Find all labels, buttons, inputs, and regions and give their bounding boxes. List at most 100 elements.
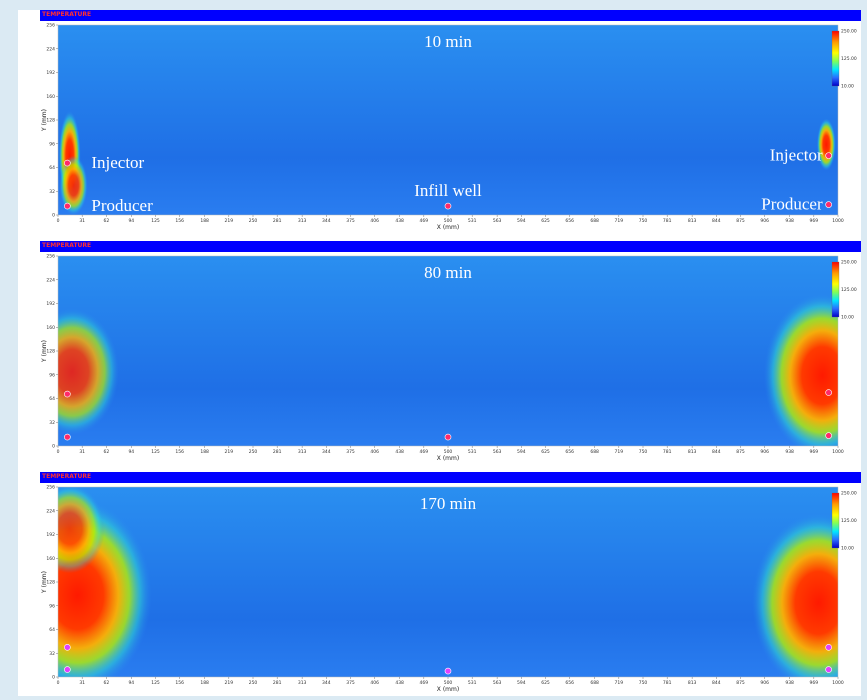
colorbar [831, 492, 840, 549]
y-tick-label: 224 [46, 46, 55, 52]
x-tick-label: 250 [249, 680, 258, 686]
well-marker [825, 201, 832, 208]
x-tick-label: 781 [663, 449, 672, 455]
x-tick-label: 94 [128, 218, 134, 224]
colorbar [831, 261, 840, 318]
hot-zone [763, 293, 838, 446]
well-label: Injector [770, 146, 823, 165]
x-axis-label: X (mm) [437, 455, 459, 462]
heatmap-background [58, 487, 838, 677]
x-tick-label: 62 [103, 680, 109, 686]
y-tick-label: 256 [46, 485, 55, 491]
x-tick-label: 438 [395, 218, 404, 224]
y-tick-label: 64 [49, 396, 55, 402]
well-marker [825, 389, 832, 396]
panel-title-bar: TEMPERATURE [40, 241, 861, 252]
hot-zone [58, 308, 119, 435]
y-tick-label: 32 [49, 651, 55, 657]
temperature-panel-10min: TEMPERATURE 0 31 62 94 125 156 188 219 250 281 313… [40, 10, 861, 240]
x-tick-label: 188 [200, 449, 209, 455]
x-tick-label: 938 [785, 218, 794, 224]
figure-frame: TEMPERATURE 0 31 62 94 125 156 188 219 250 281 313… [18, 10, 861, 696]
colorbar-label: 250.00 [841, 491, 857, 497]
x-tick-label: 125 [151, 449, 160, 455]
hot-zone [58, 487, 105, 574]
x-tick-label: 344 [322, 449, 331, 455]
heatmap-chart: 0 31 62 94 125 156 188 219 250 281 313 344 375 406 438… [41, 485, 857, 694]
x-tick-label: 469 [420, 218, 429, 224]
well-label: Producer [91, 196, 153, 215]
x-tick-label: 750 [639, 218, 648, 224]
y-tick-label: 160 [46, 325, 55, 331]
y-tick-label: 96 [49, 141, 55, 147]
well-marker [64, 159, 71, 167]
x-tick-label: 31 [79, 680, 85, 686]
heatmap-background [58, 25, 838, 215]
heatmap-chart: 0 31 62 94 125 156 188 219 250 281 313 344 375 406 438… [41, 254, 857, 463]
x-tick-label: 531 [468, 449, 477, 455]
x-tick-label: 250 [249, 218, 258, 224]
colorbar-label: 10.00 [841, 315, 854, 321]
x-tick-label: 313 [298, 218, 307, 224]
panel-title-bar: TEMPERATURE [40, 10, 861, 21]
panel-title: TEMPERATURE [42, 11, 92, 18]
x-tick-label: 656 [565, 449, 574, 455]
x-tick-label: 406 [370, 449, 379, 455]
hot-zones [58, 293, 838, 446]
y-tick-label: 160 [46, 556, 55, 562]
y-tick-label: 0 [52, 213, 55, 219]
colorbar-label: 250.00 [841, 260, 857, 266]
y-tick-label: 96 [49, 372, 55, 378]
well-marker [825, 666, 832, 673]
panel-title: TEMPERATURE [42, 473, 92, 480]
well-marker [64, 390, 71, 398]
y-tick-label: 160 [46, 94, 55, 100]
time-label: 10 min [424, 32, 472, 51]
x-tick-label: 438 [395, 680, 404, 686]
hot-zone [752, 513, 838, 677]
y-tick-label: 0 [52, 444, 55, 450]
x-tick-label: 500 [444, 680, 453, 686]
x-tick-label: 719 [615, 218, 624, 224]
x-tick-label: 594 [517, 218, 526, 224]
x-tick-label: 1000 [832, 218, 844, 224]
colorbar-label: 10.00 [841, 546, 854, 552]
x-tick-label: 500 [444, 218, 453, 224]
y-tick-label: 128 [46, 118, 55, 124]
x-tick-label: 875 [736, 449, 745, 455]
x-tick-label: 219 [225, 449, 234, 455]
y-tick-label: 192 [46, 301, 55, 307]
x-tick-label: 313 [298, 680, 307, 686]
x-tick-label: 969 [810, 680, 819, 686]
x-tick-label: 94 [128, 680, 134, 686]
y-axis-label: Y (mm) [41, 340, 48, 363]
heatmap-chart: 0 31 62 94 125 156 188 219 250 281 313 344 375 406 438… [41, 23, 857, 232]
x-tick-label: 344 [322, 680, 331, 686]
well-marker [64, 666, 71, 673]
y-tick-label: 256 [46, 254, 55, 260]
well-marker [64, 433, 71, 441]
x-tick-label: 438 [395, 449, 404, 455]
x-tick-label: 188 [200, 680, 209, 686]
x-tick-label: 781 [663, 680, 672, 686]
time-label: 80 min [424, 263, 472, 282]
y-tick-label: 192 [46, 70, 55, 76]
temperature-panel-80min: TEMPERATURE 0 31 62 94 125 156 188 219 250 281 313… [40, 241, 861, 471]
x-tick-label: 344 [322, 218, 331, 224]
x-tick-label: 469 [420, 449, 429, 455]
x-tick-label: 594 [517, 449, 526, 455]
x-tick-label: 719 [615, 449, 624, 455]
x-tick-label: 156 [175, 218, 184, 224]
x-tick-label: 0 [57, 680, 60, 686]
hot-zones [58, 487, 838, 677]
y-tick-label: 192 [46, 532, 55, 538]
x-tick-label: 125 [151, 218, 160, 224]
well-marker [825, 644, 832, 651]
colorbar-label: 10.00 [841, 84, 854, 90]
x-tick-label: 750 [639, 680, 648, 686]
x-tick-label: 750 [639, 449, 648, 455]
x-tick-label: 969 [810, 449, 819, 455]
x-tick-label: 125 [151, 680, 160, 686]
x-tick-label: 1000 [832, 680, 844, 686]
x-tick-label: 313 [298, 449, 307, 455]
